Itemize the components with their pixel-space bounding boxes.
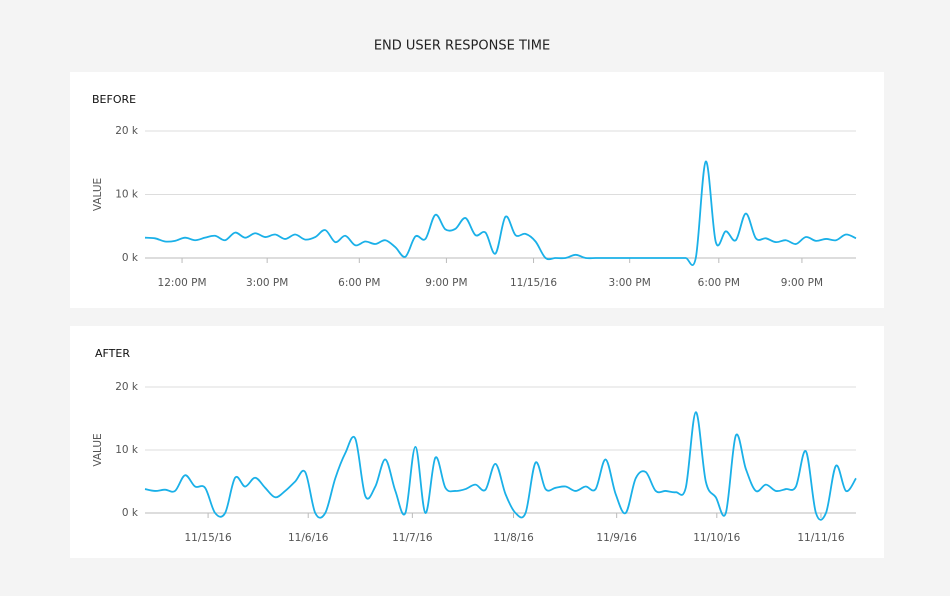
x-tick-label: 11/6/16 (288, 532, 329, 544)
x-tick-label: 11/15/16 (510, 277, 557, 289)
x-tick-label: 6:00 PM (698, 277, 740, 289)
y-tick-label: 10 k (115, 189, 139, 201)
x-tick-label: 9:00 PM (425, 277, 467, 289)
x-tick-label: 3:00 PM (609, 277, 651, 289)
x-tick-label: 3:00 PM (246, 277, 288, 289)
panel (70, 72, 884, 308)
x-tick-label: 12:00 PM (158, 277, 207, 289)
y-axis-label: VALUE (92, 433, 104, 466)
x-tick-label: 11/8/16 (493, 532, 534, 544)
data-line (144, 411, 857, 521)
x-tick-label: 6:00 PM (338, 277, 380, 289)
x-tick-label: 11/7/16 (392, 532, 433, 544)
y-tick-label: 0 k (122, 507, 139, 519)
y-axis-label: VALUE (92, 178, 104, 211)
panel-title: AFTER (95, 347, 130, 360)
y-tick-label: 20 k (115, 125, 139, 137)
x-tick-label: 11/10/16 (693, 532, 740, 544)
page-title: END USER RESPONSE TIME (374, 39, 550, 54)
panel (70, 326, 884, 558)
x-tick-label: 11/15/16 (185, 532, 232, 544)
panel-title: BEFORE (92, 93, 136, 106)
y-tick-label: 0 k (122, 252, 139, 264)
data-line (144, 160, 857, 266)
x-tick-label: 11/9/16 (596, 532, 637, 544)
y-tick-label: 20 k (115, 381, 139, 393)
y-tick-label: 10 k (115, 444, 139, 456)
x-tick-label: 11/11/16 (797, 532, 844, 544)
x-tick-label: 9:00 PM (781, 277, 823, 289)
